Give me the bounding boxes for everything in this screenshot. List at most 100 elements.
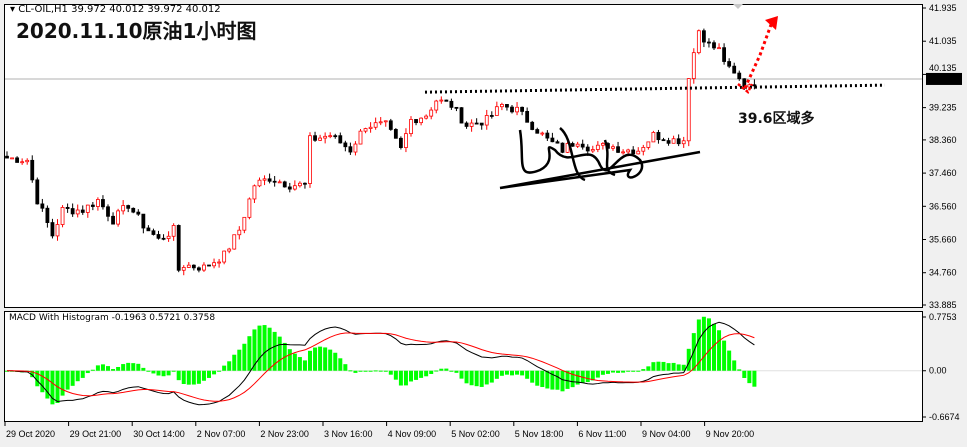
histogram-bar	[186, 370, 191, 385]
candle-body	[601, 143, 605, 146]
histogram-bar	[45, 370, 50, 399]
histogram-bar	[136, 363, 141, 371]
histogram-bar	[484, 370, 489, 385]
candle-body	[111, 215, 115, 225]
candle-body	[85, 204, 90, 213]
symbol-quote: CL-OIL,H1 39.972 40.012 39.972 40.012	[18, 4, 221, 15]
candle-body	[303, 182, 307, 185]
candle-body	[181, 267, 186, 271]
histogram-bar	[323, 347, 328, 371]
candle-body	[686, 78, 691, 142]
candle-body	[333, 135, 338, 138]
histogram-bar	[520, 370, 525, 376]
histogram-bar	[570, 370, 575, 388]
candle-body	[267, 178, 272, 182]
histogram-bar	[560, 370, 565, 392]
candle-body	[691, 52, 696, 79]
candle-body	[429, 109, 434, 117]
histogram-bar	[191, 370, 196, 385]
candle-body	[641, 147, 646, 152]
histogram-bar	[595, 370, 600, 378]
histogram-bar	[65, 370, 70, 390]
candle-body	[80, 209, 85, 213]
y-tick-label: 35.660	[929, 235, 957, 245]
histogram-bar	[737, 369, 742, 371]
histogram-bar	[111, 369, 116, 371]
candle-body	[373, 122, 378, 128]
y-tick-label: 41.035	[929, 36, 957, 46]
candle-body	[338, 135, 343, 144]
y-tick-label: 39.235	[929, 103, 957, 113]
candle-body	[186, 264, 191, 268]
histogram-bar	[262, 325, 267, 371]
histogram-bar	[696, 319, 701, 371]
x-tick-label: 6 Nov 11:00	[578, 429, 626, 439]
histogram-bar	[621, 370, 626, 373]
candle-body	[121, 205, 126, 212]
histogram-bar	[540, 370, 545, 388]
candle-body	[101, 199, 105, 208]
histogram-bar	[439, 368, 444, 371]
histogram-bar	[722, 340, 727, 371]
candle-body	[752, 84, 757, 87]
candle-body	[60, 207, 65, 225]
candle-body	[45, 207, 50, 223]
histogram-bar	[363, 370, 368, 372]
histogram-bar	[414, 370, 419, 380]
histogram-bar	[444, 368, 449, 371]
candle-body	[707, 41, 711, 44]
candle-body	[530, 121, 535, 130]
candle-body	[5, 155, 9, 159]
candle-body	[126, 205, 131, 209]
histogram-bar	[383, 370, 388, 372]
x-tick-label: 9 Nov 04:00	[642, 429, 691, 439]
chart-title: 2020.11.10原油1小时图	[16, 19, 257, 43]
candle-body	[595, 144, 600, 150]
candle-body	[358, 130, 363, 145]
y-tick-label: 40.135	[929, 63, 957, 73]
shift-marker-icon	[733, 4, 743, 9]
histogram-bar	[545, 370, 550, 389]
candle-body	[732, 65, 737, 74]
histogram-bar	[237, 349, 242, 371]
histogram-bar	[671, 362, 676, 371]
candle-body	[459, 107, 464, 124]
candle-body	[75, 209, 80, 215]
histogram-bar	[222, 365, 227, 371]
support-annotation: 39.6区域多	[738, 111, 815, 127]
histogram-bar	[752, 370, 757, 387]
signal-line	[6, 332, 755, 402]
histogram-bar	[646, 366, 651, 371]
candle-body	[702, 30, 706, 43]
histogram-bar	[302, 360, 307, 371]
histogram-bar	[550, 370, 555, 390]
candle-body	[409, 119, 413, 135]
histogram-bar	[30, 370, 35, 378]
candle-body	[70, 208, 75, 215]
histogram-bar	[686, 348, 691, 371]
histogram-bar	[308, 350, 312, 371]
histogram-bar	[454, 370, 459, 373]
candle-body	[353, 143, 358, 153]
candle-body	[565, 143, 570, 153]
candle-body	[141, 213, 146, 229]
candle-body	[388, 120, 393, 130]
candles	[5, 28, 757, 276]
candle-body	[611, 146, 615, 149]
candle-body	[419, 117, 424, 124]
histogram-bar	[116, 366, 121, 371]
histogram-bar	[60, 370, 65, 396]
candle-body	[232, 234, 237, 250]
histogram-bar	[585, 370, 590, 383]
candle-body	[671, 138, 676, 144]
candle-body	[191, 264, 196, 269]
candle-body	[272, 180, 277, 183]
x-tick-label: 29 Oct 2020	[6, 429, 55, 439]
histogram-bar	[434, 370, 439, 372]
candle-body	[212, 262, 216, 267]
candle-body	[717, 47, 721, 50]
candle-body	[540, 132, 545, 135]
histogram-bar	[535, 370, 540, 386]
